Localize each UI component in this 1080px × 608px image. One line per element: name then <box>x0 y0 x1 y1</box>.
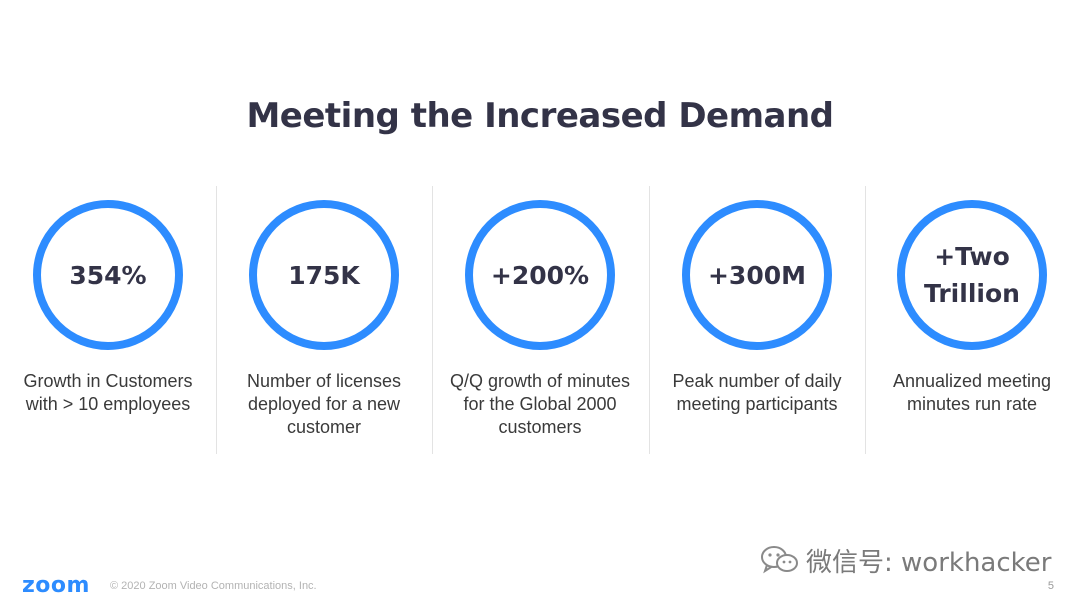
stat-value: +200% <box>490 260 590 290</box>
stat-annual-minutes: +Two Trillion Annualized meeting minutes… <box>864 186 1080 454</box>
stat-daily-participants: +300M Peak number of daily meeting parti… <box>649 186 865 454</box>
stat-description: Q/Q growth of minutes for the Global 200… <box>449 371 631 437</box>
stat-ring: 354% <box>33 200 183 350</box>
stats-row: 354% Growth in Customers with > 10 emplo… <box>0 186 1080 454</box>
stat-value: +300M <box>707 260 806 290</box>
watermark-text: 微信号: workhacker <box>806 547 1052 578</box>
wechat-watermark: 微信号: workhacker <box>760 542 1051 578</box>
stat-description: Number of licenses deployed for a new cu… <box>246 371 402 437</box>
stat-minutes-growth: +200% Q/Q growth of minutes for the Glob… <box>432 186 648 454</box>
stat-description: Growth in Customers with > 10 employees <box>23 371 193 414</box>
divider <box>649 186 650 454</box>
divider <box>216 186 217 454</box>
stat-ring: +200% <box>465 200 615 350</box>
stat-ring: +300M <box>682 200 832 350</box>
divider <box>432 186 433 454</box>
wechat-icon <box>760 545 800 575</box>
page-number: 5 <box>1047 580 1054 592</box>
stat-customer-growth: 354% Growth in Customers with > 10 emplo… <box>0 186 216 454</box>
copyright-text: © 2020 Zoom Video Communications, Inc. <box>110 580 317 592</box>
zoom-logo: zoom <box>22 573 90 598</box>
stat-value: 175K <box>288 260 360 290</box>
stat-description: Annualized meeting minutes run rate <box>892 371 1052 414</box>
stat-description: Peak number of daily meeting participant… <box>672 371 842 414</box>
slide-title: Meeting the Increased Demand <box>246 96 834 136</box>
stat-ring: 175K <box>249 200 399 350</box>
divider <box>865 186 866 454</box>
stat-licenses: 175K Number of licenses deployed for a n… <box>216 186 432 454</box>
stat-value: +Two Trillion <box>924 242 1020 308</box>
stat-ring: +Two Trillion <box>897 200 1047 350</box>
stat-value: 354% <box>69 260 147 290</box>
